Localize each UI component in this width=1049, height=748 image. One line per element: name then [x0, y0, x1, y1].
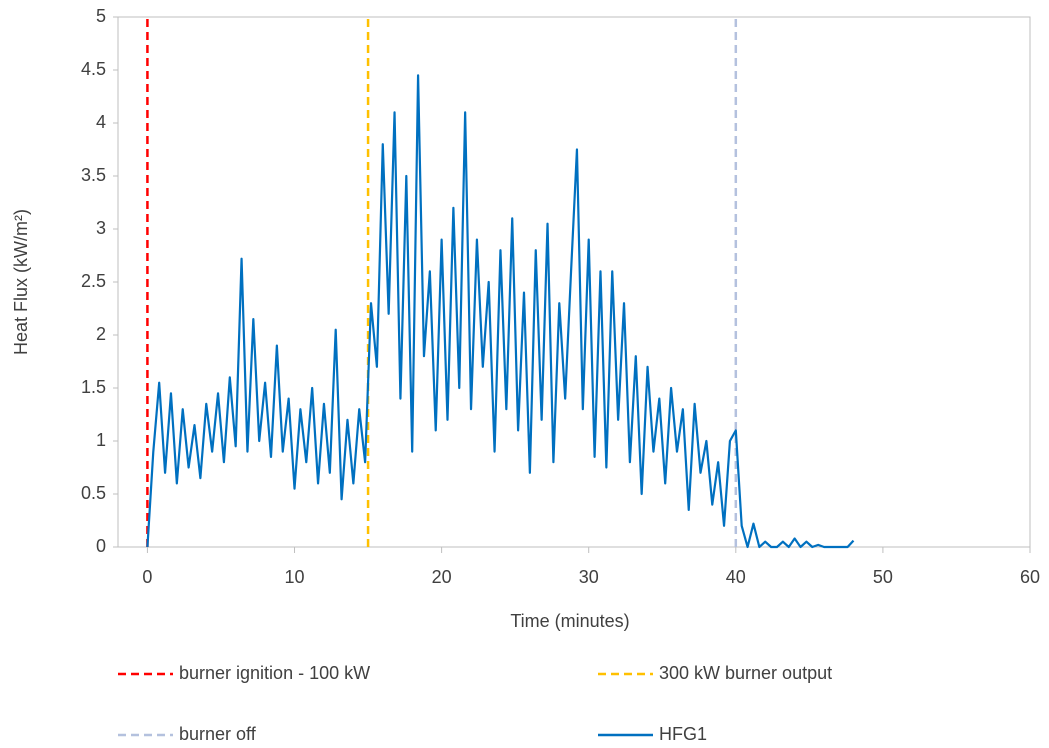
x-tick-label: 30 [579, 567, 599, 587]
x-tick-label: 40 [726, 567, 746, 587]
plot-frame [117, 16, 1031, 548]
x-tick-label: 0 [142, 567, 152, 587]
y-tick-label: 4.5 [81, 59, 106, 79]
x-axis-title: Time (minutes) [510, 611, 629, 631]
y-tick-label: 5 [96, 6, 106, 26]
x-tick-label: 10 [285, 567, 305, 587]
y-tick-label: 1.5 [81, 377, 106, 397]
y-tick-label: 0.5 [81, 483, 106, 503]
y-tick-label: 2 [96, 324, 106, 344]
y-tick-label: 0 [96, 536, 106, 556]
legend-label: 300 kW burner output [659, 663, 832, 683]
y-tick-label: 3 [96, 218, 106, 238]
x-tick-label: 60 [1020, 567, 1040, 587]
y-tick-label: 4 [96, 112, 106, 132]
y-axis-title: Heat Flux (kW/m²) [11, 209, 31, 355]
y-tick-label: 1 [96, 430, 106, 450]
x-tick-label: 20 [432, 567, 452, 587]
data-line [146, 74, 855, 549]
y-tick-label: 2.5 [81, 271, 106, 291]
legend-label: burner ignition - 100 kW [179, 663, 370, 683]
y-tick-label: 3.5 [81, 165, 106, 185]
x-tick-label: 50 [873, 567, 893, 587]
legend-label: burner off [179, 724, 257, 744]
legend-label: HFG1 [659, 724, 707, 744]
